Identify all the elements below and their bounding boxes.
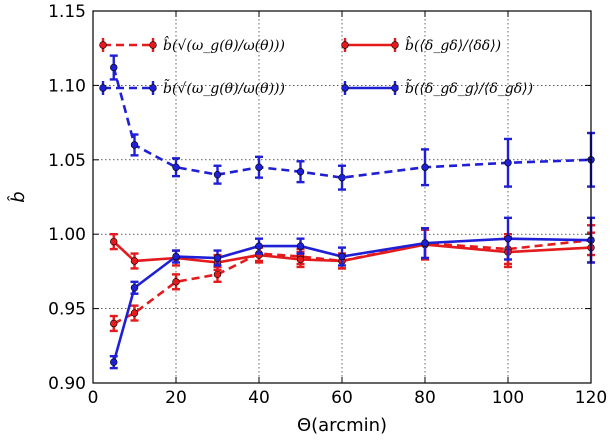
series-line [113, 238, 592, 325]
y-tick-label: 0.90 [48, 374, 86, 394]
x-tick-label: 100 [492, 388, 524, 408]
y-tick-label: 1.15 [48, 2, 86, 22]
data-point [338, 252, 346, 261]
data-point [110, 63, 118, 72]
data-point [110, 319, 118, 328]
legend-label-argument: (√(ω_g(θ)/ω(θ))) [172, 38, 285, 54]
data-point [296, 242, 305, 250]
legend-label-argument: (√(ω_g(θ)/ω(θ))) [172, 81, 285, 97]
legend-label: b̃(√(ω_g(θ)/ω(θ))) [163, 78, 285, 97]
data-point [421, 239, 429, 247]
legend-label-symbol: b̂ [405, 35, 414, 54]
legend-label-argument: (⟨δ_gδ_g⟩/⟨δ_gδ⟩) [414, 81, 533, 97]
x-tick-label: 20 [165, 388, 187, 408]
legend-entry-1: b̂(√(ω_g(θ)/ω(θ))) [99, 35, 285, 54]
legend-entry-3: b̂(⟨δ_gδ⟩/⟨δδ⟩) [341, 35, 501, 54]
data-point [130, 309, 139, 317]
legend-label-argument: (⟨δ_gδ⟩/⟨δδ⟩) [414, 38, 501, 54]
legend-marker [149, 84, 157, 92]
series-line [112, 237, 592, 363]
legend-marker [341, 84, 349, 92]
data-point [255, 242, 263, 250]
data-point [296, 168, 305, 176]
y-tick-label: 1.00 [48, 225, 86, 245]
data-point [110, 358, 118, 366]
legend-marker [341, 41, 349, 49]
x-tick-label: 120 [575, 388, 607, 408]
x-tick-label: 40 [248, 388, 270, 408]
x-tick-label: 0 [88, 388, 99, 408]
data-point [213, 270, 222, 279]
legend-label: b̂(√(ω_g(θ)/ω(θ))) [163, 35, 285, 54]
legend-label-symbol: b̂ [163, 35, 172, 54]
ticks: 0 20 40 60 80 100 120 0.90 0.95 1.00 1.05 1.10 1.15 [48, 2, 607, 408]
data-point [130, 141, 139, 149]
series-line [112, 240, 592, 264]
legend: b̂(√(ω_g(θ)/ω(θ)))b̃(√(ω_g(θ)/ω(θ)))b̂(⟨… [99, 35, 533, 97]
legend-marker [391, 84, 399, 92]
x-tick-label: 80 [414, 388, 436, 408]
legend-entry-2: b̃(√(ω_g(θ)/ω(θ))) [99, 78, 285, 97]
legend-label-symbol: b̃ [405, 78, 414, 97]
data-point [213, 170, 222, 179]
data-point [172, 278, 180, 286]
legend-label-symbol: b̃ [163, 78, 172, 97]
data-point [110, 237, 118, 246]
data-point [504, 234, 512, 243]
legend-label: b̃(⟨δ_gδ_g⟩/⟨δ_gδ⟩) [405, 78, 533, 97]
data-point [421, 163, 429, 171]
legend-marker [99, 84, 107, 92]
series-line [112, 67, 592, 179]
legend-label: b̂(⟨δ_gδ⟩/⟨δδ⟩) [405, 35, 501, 54]
data-point [504, 159, 512, 167]
y-tick-label: 1.05 [48, 151, 86, 171]
data-point [213, 254, 222, 262]
data-point [338, 173, 346, 182]
data-point [130, 257, 139, 265]
data-point [296, 255, 305, 264]
x-axis-title: Θ(arcmin) [297, 415, 387, 436]
legend-marker [99, 41, 107, 49]
y-axis-title: b̂ [8, 191, 29, 202]
data-point [172, 163, 180, 171]
data-point [130, 284, 139, 292]
legend-marker [391, 41, 399, 49]
y-tick-label: 1.10 [48, 76, 86, 96]
x-tick-label: 60 [331, 388, 353, 408]
legend-entry-4: b̃(⟨δ_gδ_g⟩/⟨δ_gδ⟩) [341, 78, 533, 97]
data-point [172, 252, 180, 261]
legend-marker [149, 41, 157, 49]
series-4 [109, 216, 595, 370]
data-point [255, 163, 263, 171]
y-tick-label: 0.95 [48, 300, 86, 320]
